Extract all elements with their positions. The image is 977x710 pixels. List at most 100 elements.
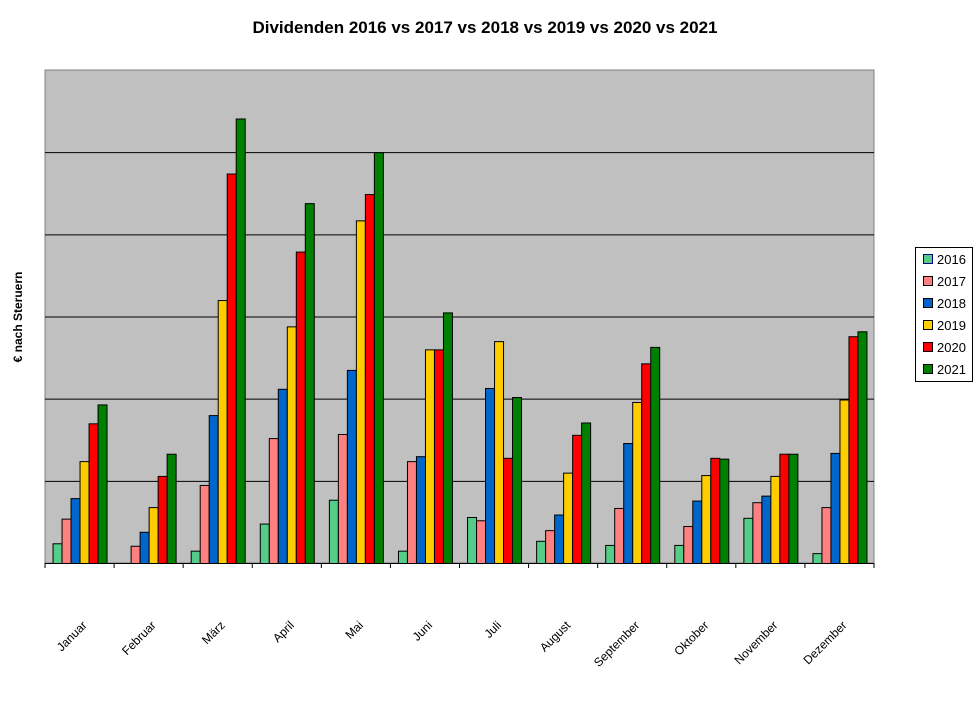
bar-2017-Januar [61,518,72,565]
bar-2016-März [190,550,201,564]
bar-2020-August [572,434,583,564]
bar-2018-Dezember [830,452,841,564]
bar-2020-November [779,453,790,564]
legend-box [915,247,973,382]
legend-swatch-2018 [923,298,933,308]
legend-swatch-2016 [923,254,933,264]
bar-2016-April [259,523,270,564]
legend-label: 2020 [937,340,966,355]
bar-2018-Oktober [692,500,703,565]
bar-2021-Mai [373,152,384,565]
bar-2019-Dezember [839,399,850,565]
bar-2017-Mai [337,433,348,564]
y-axis-label: € nach Steruern [11,272,25,363]
bar-2016-September [605,544,616,565]
bar-2016-Juni [397,550,408,564]
bar-2018-März [208,415,219,564]
chart-title: Dividenden 2016 vs 2017 vs 2018 vs 2019 … [252,18,717,37]
bar-2018-August [554,514,565,564]
legend-swatch-2021 [923,364,933,374]
bar-2016-Januar [52,543,63,565]
legend-swatch-2017 [923,276,933,286]
bar-2020-April [295,251,306,564]
bar-2017-November [752,502,763,564]
x-tick-label: Februar [119,618,159,658]
bar-2021-Juni [442,312,453,564]
legend-label: 2018 [937,296,966,311]
bar-2017-Dezember [821,507,832,565]
x-tick-label: Juni [410,618,435,643]
x-tick-label: April [270,618,297,645]
legend-swatch-2020 [923,342,933,352]
bar-2017-Juli [476,520,487,564]
bar-2018-Mai [346,369,357,564]
bar-2019-Februar [148,507,159,565]
bar-2019-Januar [79,461,90,565]
bar-2019-September [632,401,643,564]
bar-2020-Juli [503,457,514,564]
bar-2017-März [199,484,210,565]
bar-2020-Juni [433,349,444,564]
bar-2019-Juni [424,349,435,564]
bar-2021-April [304,203,315,565]
bar-2021-August [581,422,592,564]
x-tick-label: August [537,618,574,655]
bar-2018-November [761,495,772,564]
bar-2021-Oktober [719,458,730,565]
legend-swatch-2019 [923,320,933,330]
bar-2019-August [563,472,574,564]
x-tick-label: Oktober [671,618,711,658]
legend-label: 2021 [937,362,966,377]
x-tick-label: November [731,618,780,667]
bar-2019-November [770,475,781,564]
bar-2021-Juli [512,397,523,565]
legend-label: 2017 [937,274,966,289]
bar-2018-Juni [415,456,426,564]
legend-label: 2019 [937,318,966,333]
bar-2016-Oktober [674,544,685,565]
bar-2019-Mai [355,220,366,565]
x-tick-label: September [591,618,642,669]
x-tick-label: März [199,618,228,647]
bar-2021-März [235,118,246,564]
bar-2021-Februar [166,453,177,564]
bar-2017-April [268,438,279,564]
bar-2017-Juni [406,461,417,565]
bar-2019-Juli [494,341,505,564]
bar-2021-Dezember [857,331,868,565]
bar-2019-April [286,326,297,564]
bar-2020-Oktober [710,457,721,564]
bar-2021-Januar [97,404,108,564]
bar-2018-April [277,388,288,564]
bar-2018-Februar [139,531,150,565]
bar-2018-Januar [70,498,81,565]
bar-2020-Februar [157,475,168,564]
bar-2021-September [650,346,661,564]
bar-2020-September [641,363,652,564]
bar-2017-Februar [130,545,141,564]
legend: 2016 2017 2018 2019 2020 2021 [915,247,973,382]
bar-2016-August [536,540,547,565]
bar-2016-Juli [467,516,478,565]
x-tick-label: Mai [342,618,366,642]
bar-2021-November [788,453,799,564]
bar-2020-Mai [364,194,375,565]
bar-2016-Dezember [812,553,823,565]
x-tick-label: Januar [54,618,90,654]
bar-2016-November [743,517,754,565]
bar-2018-September [623,443,634,564]
bar-2020-Januar [88,423,99,565]
bar-2020-März [226,173,237,564]
bar-2020-Dezember [848,336,859,564]
bar-2017-August [545,530,556,565]
x-tick-label: Dezember [801,618,850,667]
bar-2019-Oktober [701,475,712,564]
x-tick-label: Juli [482,618,505,641]
bar-2017-Oktober [683,526,694,565]
bar-2017-September [614,507,625,564]
bar-2018-Juli [485,387,496,564]
bar-2016-Mai [328,499,339,564]
bar-2019-März [217,300,228,564]
legend-label: 2016 [937,252,966,267]
